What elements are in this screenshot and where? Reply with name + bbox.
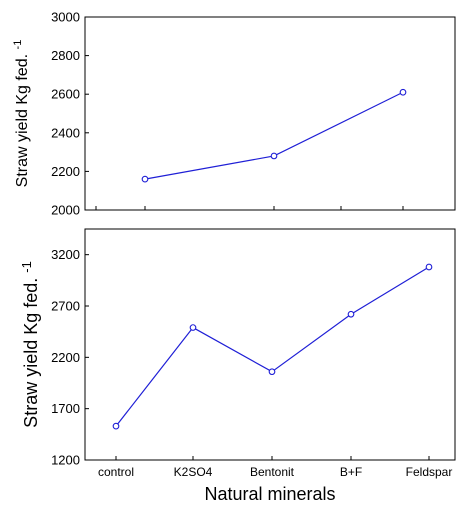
y-tick-label: 2200 [51,350,80,365]
chart-panel-1: 2000 2200 2400 2600 2800 3000 Straw yield Kg f… [12,10,456,218]
x-tick-label: Feldspar [406,465,453,479]
y-tick-label: 3000 [51,10,80,25]
y-axis-label: Straw yield Kg fed. -1 [12,40,31,188]
y-tick-label: 2000 [51,203,80,218]
y-axis-label-text: Straw yield Kg fed. [21,273,41,428]
y-tick-label: 2700 [51,299,80,314]
y-tick-label: 1200 [51,453,80,468]
plot-frame [84,16,456,211]
y-axis-label-superscript: -1 [19,261,34,273]
data-point [347,310,355,318]
series-line [115,266,430,427]
data-point [268,368,276,376]
y-tick-label: 3200 [51,247,80,262]
y-tick-label: 2400 [51,125,80,140]
y-axis-label-text: Straw yield Kg fed. [14,49,31,187]
data-point [141,175,149,183]
y-tick-label: 2600 [51,87,80,102]
y-tick-label: 1700 [51,401,80,416]
data-point [189,324,197,331]
chart-panel-2: 1200 1700 2200 2700 3200 control K2SO4 Bentonit… [19,228,456,504]
y-axis-label-superscript: -1 [12,40,24,50]
x-axis-label: Natural minerals [204,484,335,504]
x-tick-label: K2SO4 [174,465,213,479]
data-point [270,152,278,160]
y-axis-label: Straw yield Kg fed. -1 [19,261,41,428]
data-point [425,263,433,271]
data-point [399,88,407,96]
data-point [112,422,120,430]
x-tick-label: B+F [340,465,362,479]
x-tick-label: control [98,465,134,479]
series-line [144,91,404,180]
y-tick-label: 2800 [51,48,80,63]
plot-frame [84,228,456,461]
y-tick-label: 2200 [51,164,80,179]
x-tick-label: Bentonit [250,465,295,479]
